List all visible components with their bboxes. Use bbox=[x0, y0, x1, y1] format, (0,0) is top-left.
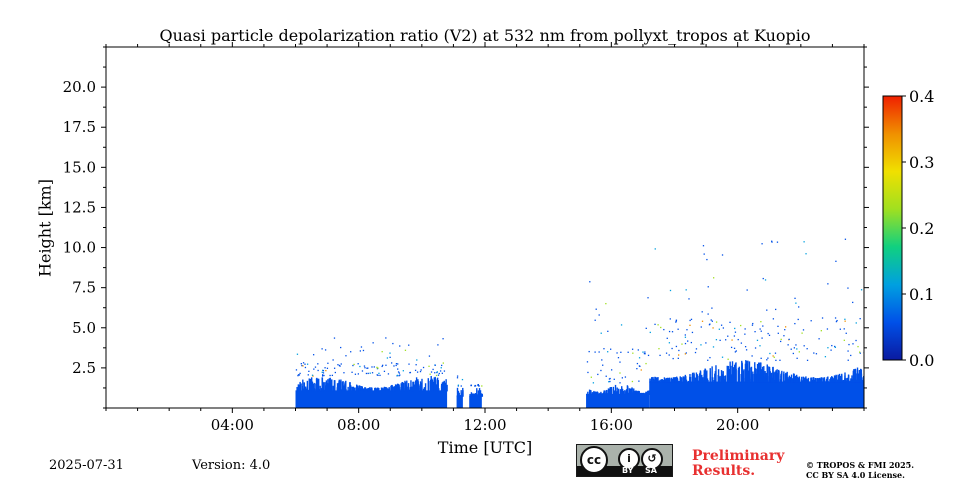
colorbar-tick-label: 0.3 bbox=[909, 153, 934, 172]
plot-frame bbox=[105, 46, 865, 409]
colorbar-tick-label: 0.0 bbox=[909, 351, 934, 370]
colorbar-tick-label: 0.2 bbox=[909, 219, 934, 238]
y-tick-label: 2.5 bbox=[72, 359, 96, 377]
data-segment-texture-3 bbox=[586, 281, 651, 395]
sa-label: SA bbox=[645, 466, 657, 475]
y-tick-label: 7.5 bbox=[72, 279, 96, 297]
colorbar-bar bbox=[882, 95, 903, 361]
x-axis-label: Time [UTC] bbox=[437, 438, 533, 457]
colorbar: 0.0 0.1 0.2 0.3 0.4 bbox=[882, 87, 934, 370]
y-tick-label: 5.0 bbox=[72, 319, 96, 337]
x-tick-label: 08:00 bbox=[337, 416, 380, 434]
data-segment-texture-0 bbox=[295, 337, 448, 392]
data-segment-1 bbox=[456, 395, 463, 408]
axis-layer: 04:00 08:00 12:00 16:00 20:00 2.5 5.0 7.5 10.0 12… bbox=[63, 42, 869, 434]
copyright-line-2: CC BY SA 4.0 License. bbox=[806, 470, 905, 480]
data-segment-0 bbox=[295, 390, 448, 408]
copyright-line-1: © TROPOS & FMI 2025. bbox=[806, 460, 915, 470]
data-segment-texture-2 bbox=[469, 383, 484, 397]
share-alike-icon: ↺ bbox=[641, 448, 663, 470]
copyright-notice: © TROPOS & FMI 2025. CC BY SA 4.0 Licens… bbox=[806, 460, 914, 480]
colorbar-tick-label: 0.4 bbox=[909, 87, 934, 106]
cc-license-badge: cc i ↺ BY SA bbox=[576, 444, 673, 477]
footer-date: 2025-07-31 bbox=[49, 458, 124, 473]
data-layer bbox=[295, 238, 864, 408]
cc-icon: cc bbox=[580, 446, 608, 474]
data-segment-4 bbox=[649, 381, 864, 408]
data-segment-texture-1 bbox=[456, 375, 464, 397]
data-segment-texture-4 bbox=[649, 238, 864, 383]
chart-title: Quasi particle depolarization ratio (V2)… bbox=[159, 26, 811, 45]
preliminary-results-note: Preliminary Results. bbox=[692, 448, 785, 479]
badge-strip bbox=[577, 466, 672, 476]
x-tick-label: 16:00 bbox=[590, 416, 633, 434]
y-tick-label: 20.0 bbox=[63, 78, 96, 96]
y-tick-label: 10.0 bbox=[63, 239, 96, 257]
by-label: BY bbox=[622, 466, 634, 475]
footer-version: Version: 4.0 bbox=[192, 458, 271, 473]
x-tick-label: 12:00 bbox=[463, 416, 506, 434]
colorbar-tick-label: 0.1 bbox=[909, 285, 934, 304]
y-axis-label: Height [km] bbox=[35, 179, 55, 277]
y-tick-label: 12.5 bbox=[63, 198, 96, 216]
data-segment-2 bbox=[469, 395, 482, 408]
y-tick-label: 15.0 bbox=[63, 158, 96, 176]
x-tick-label: 04:00 bbox=[211, 416, 254, 434]
y-tick-label: 17.5 bbox=[63, 118, 96, 136]
data-segment-3 bbox=[586, 393, 650, 408]
x-tick-label: 20:00 bbox=[716, 416, 759, 434]
attribution-icon: i bbox=[618, 448, 640, 470]
